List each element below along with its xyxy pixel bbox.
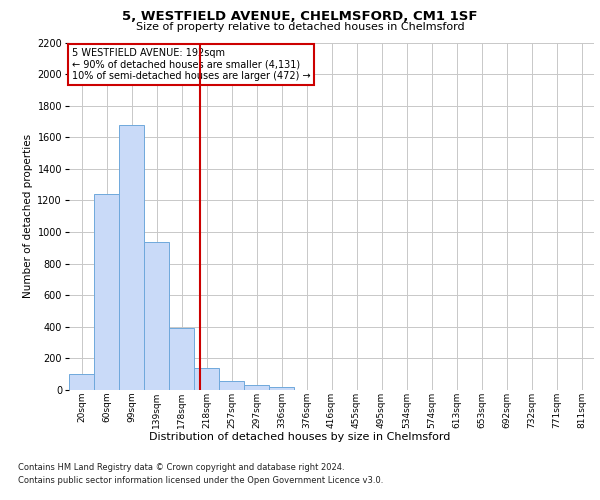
Bar — [94, 194, 119, 390]
Bar — [69, 374, 94, 390]
Y-axis label: Number of detached properties: Number of detached properties — [23, 134, 33, 298]
Bar — [169, 328, 194, 390]
Text: Contains public sector information licensed under the Open Government Licence v3: Contains public sector information licen… — [18, 476, 383, 485]
Bar — [219, 380, 244, 390]
Text: Contains HM Land Registry data © Crown copyright and database right 2024.: Contains HM Land Registry data © Crown c… — [18, 462, 344, 471]
Bar — [119, 124, 144, 390]
Bar — [144, 242, 169, 390]
Text: Size of property relative to detached houses in Chelmsford: Size of property relative to detached ho… — [136, 22, 464, 32]
Bar — [194, 368, 219, 390]
Bar — [269, 387, 294, 390]
Bar — [244, 386, 269, 390]
Text: 5 WESTFIELD AVENUE: 192sqm
← 90% of detached houses are smaller (4,131)
10% of s: 5 WESTFIELD AVENUE: 192sqm ← 90% of deta… — [71, 48, 310, 81]
Text: Distribution of detached houses by size in Chelmsford: Distribution of detached houses by size … — [149, 432, 451, 442]
Text: 5, WESTFIELD AVENUE, CHELMSFORD, CM1 1SF: 5, WESTFIELD AVENUE, CHELMSFORD, CM1 1SF — [122, 10, 478, 23]
